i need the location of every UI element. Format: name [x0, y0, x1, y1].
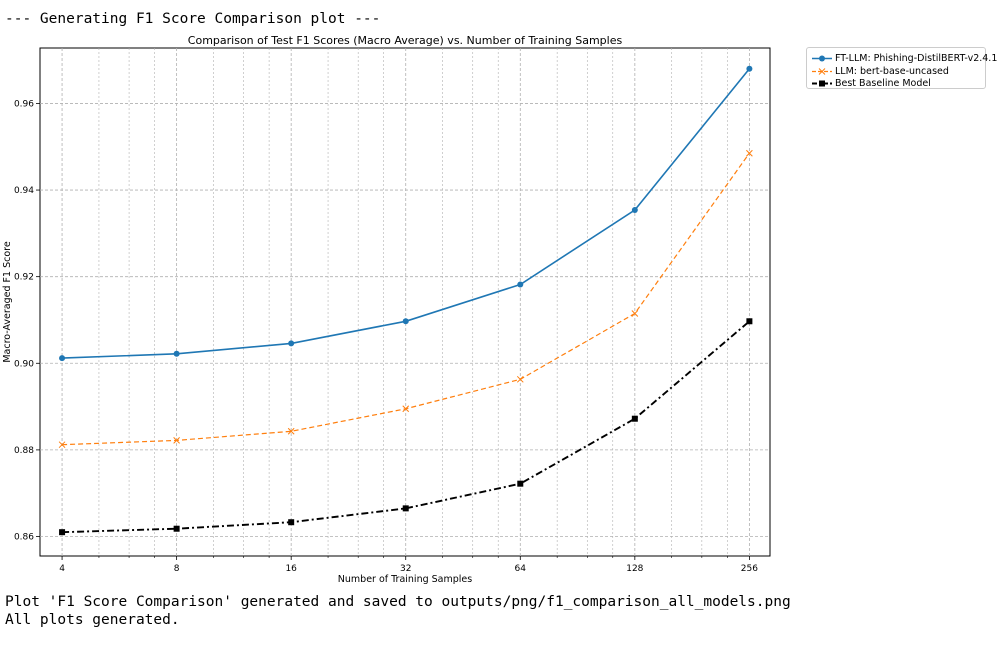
data-point — [173, 350, 180, 357]
data-point — [631, 206, 638, 213]
grid — [40, 48, 770, 556]
y-tick-label: 0.86 — [14, 533, 34, 543]
console-header-line: --- Generating F1 Score Comparison plot … — [5, 11, 381, 27]
marker-stroke — [818, 68, 826, 75]
marker-stroke — [58, 441, 66, 449]
data-point — [59, 529, 66, 536]
legend-marker — [819, 55, 825, 62]
axes: 4 8 16 32 64 128 256 0.86 0.88 0.90 0.92 0.94 0.96 — [14, 99, 758, 574]
data-point — [59, 355, 66, 362]
legend-swatch-bert-base — [812, 68, 832, 75]
data-point — [173, 525, 180, 532]
x-tick-label: 16 — [285, 564, 297, 574]
legend-marker — [818, 68, 826, 75]
marker-stroke — [287, 427, 295, 435]
series-layer — [58, 65, 753, 536]
data-point — [402, 405, 410, 413]
data-point — [516, 375, 524, 383]
legend-swatch-baseline — [812, 80, 832, 87]
x-tick-label: 32 — [400, 564, 411, 574]
x-tick-label: 256 — [741, 564, 758, 574]
series-2 — [59, 318, 753, 536]
x-tick-label: 128 — [626, 564, 643, 574]
y-axis-label: Macro-Averaged F1 Score — [2, 241, 13, 362]
data-point — [402, 318, 409, 325]
series-0 — [59, 65, 753, 362]
data-point — [517, 281, 524, 288]
x-axis-label: Number of Training Samples — [338, 574, 472, 585]
y-tick-label: 0.88 — [14, 446, 34, 456]
legend-label-baseline: Best Baseline Model — [835, 78, 931, 89]
data-point — [746, 149, 753, 157]
chart-title: Comparison of Test F1 Scores (Macro Aver… — [188, 34, 623, 47]
y-tick-label: 0.94 — [14, 186, 34, 196]
data-point — [631, 310, 639, 317]
legend-label-ft-llm: FT-LLM: Phishing-DistilBERT-v2.4.1 — [835, 53, 998, 64]
marker-stroke — [746, 149, 753, 157]
series-1 — [58, 149, 753, 449]
legend: FT-LLM: Phishing-DistilBERT-v2.4.1 LLM: … — [806, 47, 997, 89]
y-tick-label: 0.96 — [14, 99, 34, 109]
console-saved-line: Plot 'F1 Score Comparison' generated and… — [5, 594, 791, 610]
console-done-line: All plots generated. — [5, 612, 180, 628]
plot-area — [39, 47, 771, 557]
legend-label-bert-base: LLM: bert-base-uncased — [835, 66, 949, 77]
marker-stroke — [516, 375, 524, 383]
legend-marker — [819, 80, 825, 87]
marker-stroke — [631, 310, 639, 317]
data-point — [631, 415, 638, 422]
y-tick-label: 0.90 — [14, 359, 34, 369]
legend-swatch-ft-llm — [812, 55, 832, 62]
x-tick-label: 4 — [59, 564, 65, 574]
marker-stroke — [402, 405, 410, 413]
y-tick-label: 0.92 — [14, 273, 34, 283]
data-point — [173, 437, 180, 444]
x-tick-label: 64 — [515, 564, 527, 574]
data-point — [288, 519, 295, 526]
data-point — [287, 427, 295, 435]
data-point — [402, 505, 409, 512]
data-point — [746, 65, 753, 72]
data-point — [58, 441, 66, 449]
marker-stroke — [173, 437, 180, 444]
data-point — [288, 340, 295, 347]
data-point — [517, 480, 524, 487]
data-point — [746, 318, 753, 325]
x-tick-label: 8 — [174, 564, 180, 574]
